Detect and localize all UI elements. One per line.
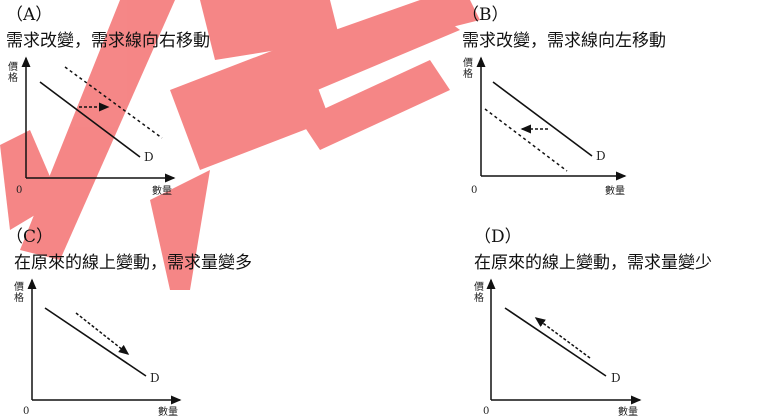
x-axis-label: 數量 xyxy=(152,184,172,197)
shifted-demand-curve xyxy=(64,66,163,139)
shifted-demand-curve xyxy=(484,108,568,172)
demand-curve xyxy=(39,81,141,158)
panel-a: （A） 需求改變，需求線向右移動 價 格 0 數量 D xyxy=(6,5,210,197)
y-axis-label-2: 格 xyxy=(463,67,473,80)
panel-label: （D） xyxy=(474,227,522,247)
y-axis-label-1: 價 xyxy=(463,56,473,69)
origin-label: 0 xyxy=(16,185,22,196)
curve-label: D xyxy=(150,371,160,385)
panel-b: （B） 需求改變，需求線向左移動 價 格 0 數量 D xyxy=(462,5,666,197)
panel-title: 在原來的線上變動，需求量變少 xyxy=(474,253,712,273)
x-axis-label: 數量 xyxy=(618,405,638,418)
panel-label: （A） xyxy=(6,5,52,25)
demand-curve xyxy=(492,81,593,157)
watermark xyxy=(0,0,480,290)
y-axis-label-2: 格 xyxy=(14,291,24,304)
demand-curve xyxy=(504,307,607,377)
curve-label: D xyxy=(596,149,606,163)
origin-label: 0 xyxy=(23,406,29,417)
panel-title: 需求改變，需求線向右移動 xyxy=(6,31,210,51)
y-axis-label-1: 價 xyxy=(474,280,484,293)
movement-arrow xyxy=(75,312,130,355)
panel-label: （C） xyxy=(6,227,53,247)
demand-curve xyxy=(44,307,147,377)
y-axis-label-1: 價 xyxy=(8,60,18,73)
y-axis-label-2: 格 xyxy=(474,291,484,304)
panel-d: （D） 在原來的線上變動，需求量變少 價 格 0 數量 D xyxy=(474,227,712,418)
panel-title: 在原來的線上變動，需求量變多 xyxy=(14,253,252,273)
x-axis-label: 數量 xyxy=(158,405,178,418)
y-axis-label-1: 價 xyxy=(14,280,24,293)
movement-arrow xyxy=(534,317,591,359)
panel-title: 需求改變，需求線向左移動 xyxy=(462,31,666,51)
curve-label: D xyxy=(611,371,621,385)
x-axis-label: 數量 xyxy=(605,184,625,197)
panel-label: （B） xyxy=(462,5,509,25)
origin-label: 0 xyxy=(471,185,477,196)
y-axis-label-2: 格 xyxy=(8,71,18,84)
curve-label: D xyxy=(144,150,154,164)
panel-c: （C） 在原來的線上變動，需求量變多 價 格 0 數量 D xyxy=(6,227,252,418)
origin-label: 0 xyxy=(483,406,489,417)
